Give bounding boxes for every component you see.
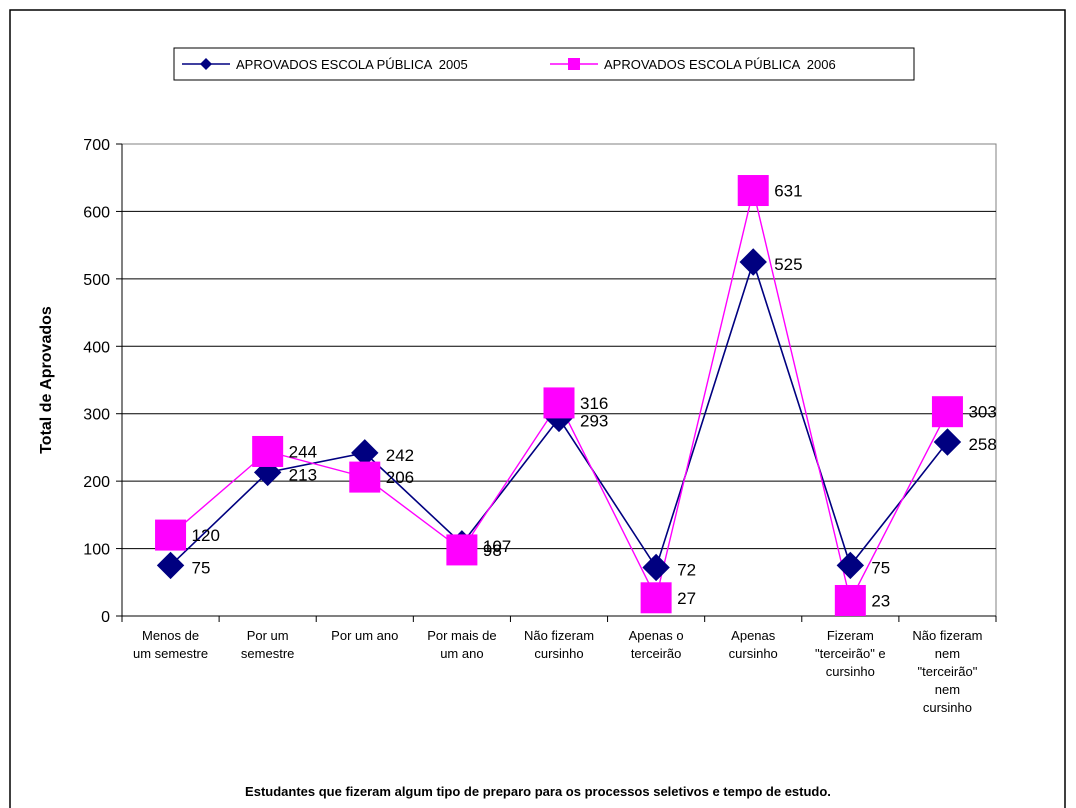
legend-marker-2005	[200, 58, 212, 70]
plot-area	[121, 143, 997, 617]
x-axis-title: Estudantes que fizeram algum tipo de pre…	[245, 784, 831, 799]
data-label-2006: 206	[386, 468, 414, 487]
x-category-label: um ano	[440, 646, 483, 661]
data-point-2005	[156, 551, 185, 580]
y-tick-label: 0	[101, 609, 110, 626]
x-category-label: semestre	[241, 646, 294, 661]
x-category-label: cursinho	[923, 700, 972, 715]
legend-marker-2006	[568, 58, 580, 70]
x-category-label: Por mais de	[427, 628, 496, 643]
data-label-2005: 75	[871, 558, 890, 577]
data-label-2005: 258	[968, 435, 996, 454]
x-category-label: terceirão	[631, 646, 682, 661]
x-category-label: cursinho	[534, 646, 583, 661]
data-label-2005: 72	[677, 560, 696, 579]
data-point-2006	[931, 396, 963, 428]
x-category-label: "terceirão"	[918, 664, 978, 679]
data-point-2006	[640, 582, 672, 614]
legend-box	[173, 47, 915, 81]
data-label-2005: 75	[192, 558, 211, 577]
x-category-label: nem	[935, 646, 960, 661]
x-category-label: nem	[935, 682, 960, 697]
y-tick-label: 500	[83, 272, 110, 289]
x-category-label: Apenas o	[629, 628, 684, 643]
x-category-label: cursinho	[729, 646, 778, 661]
data-label-2005: 213	[289, 465, 317, 484]
data-label-2005: 293	[580, 411, 608, 430]
y-tick-label: 200	[83, 474, 110, 491]
data-label-2005: 242	[386, 446, 414, 465]
x-category-label: Menos de	[142, 628, 199, 643]
y-axis-title: Total de Aprovados	[38, 306, 55, 454]
data-label-2006: 631	[774, 182, 802, 201]
data-point-2005	[933, 428, 962, 456]
data-label-2005: 525	[774, 255, 802, 274]
x-category-label: Não fizeram	[912, 628, 982, 643]
data-point-2005	[739, 248, 767, 276]
data-point-2006	[543, 387, 575, 419]
y-tick-label: 100	[83, 542, 110, 559]
y-tick-label: 400	[83, 339, 110, 356]
legend-label-2005: APROVADOS ESCOLA PÚBLICA 2005	[236, 57, 468, 72]
data-label-2006: 23	[871, 591, 890, 610]
y-tick-label: 300	[83, 407, 110, 424]
data-point-2006	[252, 435, 284, 467]
x-category-label: cursinho	[826, 664, 875, 679]
x-category-label: Por um	[247, 628, 289, 643]
data-point-2006	[155, 519, 187, 551]
data-point-2006	[446, 534, 478, 566]
x-category-label: "terceirão" e	[815, 646, 886, 661]
data-label-2006: 244	[289, 442, 317, 461]
y-tick-label: 600	[83, 204, 110, 221]
legend-label-2006: APROVADOS ESCOLA PÚBLICA 2006	[604, 57, 836, 72]
data-label-2005: 107	[483, 537, 511, 556]
x-category-label: Fizeram	[827, 628, 874, 643]
y-tick-label: 700	[83, 137, 110, 154]
data-label-2006: 120	[192, 526, 220, 545]
data-point-2005	[836, 551, 865, 580]
data-point-2006	[834, 584, 866, 616]
x-category-label: Não fizeram	[524, 628, 594, 643]
data-point-2006	[349, 461, 381, 493]
data-point-2006	[737, 175, 769, 207]
data-label-2006: 316	[580, 394, 608, 413]
data-point-2005	[642, 553, 670, 582]
data-label-2006: 98	[483, 541, 502, 560]
data-label-2006: 27	[677, 589, 696, 608]
data-label-2006: 303	[968, 403, 996, 422]
x-category-label: Por um ano	[331, 628, 398, 643]
x-category-label: Apenas	[731, 628, 776, 643]
x-category-label: um semestre	[133, 646, 208, 661]
